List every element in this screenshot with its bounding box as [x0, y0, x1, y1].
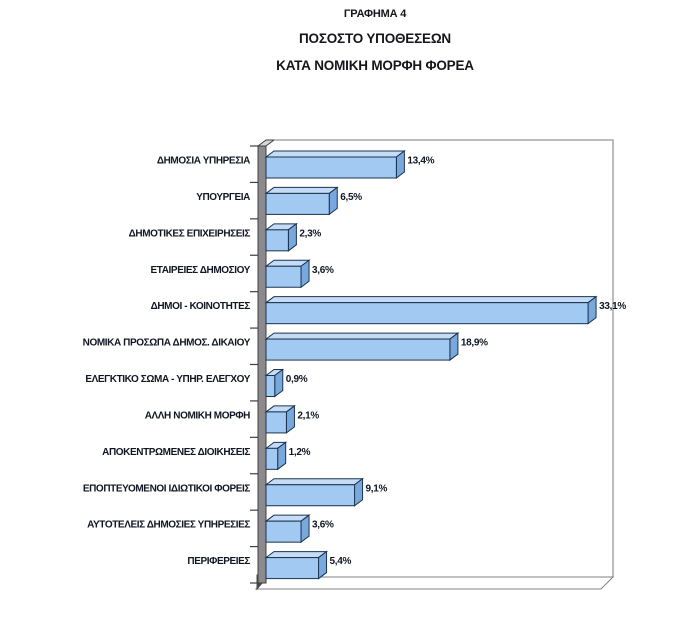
category-label: ΑΠΟΚΕΝΤΡΩΜΕΝΕΣ ΔΙΟΙΚΗΣΕΙΣ [102, 447, 250, 458]
category-label: ΑΛΛΗ ΝΟΜΙΚΗ ΜΟΡΦΗ [145, 410, 250, 421]
value-label: 0,9% [286, 374, 308, 385]
bar-front-face [265, 338, 451, 361]
bar-front-face [265, 520, 302, 543]
bar-front-face [265, 447, 279, 470]
bar-top-face [264, 551, 329, 559]
value-label: 3,6% [312, 265, 334, 276]
bar-front-face [265, 411, 287, 434]
value-label: 5,4% [330, 556, 352, 567]
value-label: 3,6% [312, 520, 334, 531]
value-label: 2,3% [299, 228, 321, 239]
wall-top [256, 139, 276, 147]
value-label: 18,9% [461, 338, 488, 349]
category-label: ΑΥΤΟΤΕΛΕΙΣ ΔΗΜΟΣΙΕΣ ΥΠΗΡΕΣΙΕΣ [87, 520, 250, 531]
category-label: ΕΤΑΙΡΕΙΕΣ ΔΗΜΟΣΙΟΥ [151, 265, 251, 276]
axis-wall [257, 145, 267, 584]
value-label: 9,1% [366, 483, 388, 494]
bar-front-face [265, 229, 289, 252]
bar-front-face [265, 265, 302, 288]
value-label: 1,2% [289, 447, 311, 458]
category-label: ΠΕΡΙΦΕΡΕΙΕΣ [187, 556, 250, 567]
value-label: 13,4% [407, 156, 434, 167]
value-label: 2,1% [297, 410, 319, 421]
bar-top-face [264, 296, 598, 304]
chart-title-line-1: ΓΡΑΦΗΜΑ 4 [343, 8, 407, 20]
chart-title-line-3: ΚΑΤΑ ΝΟΜΙΚΗ ΜΟΡΦΗ ΦΟΡΕΑ [276, 58, 474, 73]
category-label: ΔΗΜΟΤΙΚΕΣ ΕΠΙΧΕΙΡΗΣΕΙΣ [129, 228, 251, 239]
chart-title-block: ΓΡΑΦΗΜΑ 4 ΠΟΣΟΣΤΟ ΥΠΟΘΕΣΕΩΝ ΚΑΤΑ ΝΟΜΙΚΗ … [70, 8, 680, 73]
category-label: ΕΠΟΠΤΕΥΟΜΕΝΟΙ ΙΔΙΩΤΙΚΟΙ ΦΟΡΕΙΣ [83, 483, 251, 494]
bar-top-face [264, 332, 460, 340]
chart-title-line-2: ΠΟΣΟΣΤΟ ΥΠΟΘΕΣΕΩΝ [298, 31, 451, 46]
category-label: ΔΗΜΟΣΙΑ ΥΠΗΡΕΣΙΑ [157, 156, 250, 167]
bar-top-face [264, 186, 339, 194]
bar-top-face [264, 150, 406, 158]
bar-top-face [264, 478, 365, 486]
category-label: ΔΗΜΟΙ - ΚΟΙΝΟΤΗΤΕΣ [151, 301, 251, 312]
bar-front-face [265, 484, 356, 507]
bar-front-face [265, 375, 276, 397]
bar-front-face [265, 156, 397, 179]
category-label: ΕΛΕΓΚΤΙΚΟ ΣΩΜΑ - ΥΠΗΡ. ΕΛΕΓΧΟΥ [85, 374, 250, 385]
bar-front-face [265, 302, 589, 325]
value-label: 6,5% [340, 192, 362, 203]
category-label: ΥΠΟΥΡΓΕΙΑ [196, 192, 250, 203]
value-label: 33,1% [599, 301, 626, 312]
category-label: ΝΟΜΙΚΑ ΠΡΟΣΩΠΑ ΔΗΜΟΣ. ΔΙΚΑΙΟΥ [83, 338, 251, 349]
plot-frame [274, 139, 614, 577]
bar-front-face [265, 557, 320, 580]
bar-front-face [265, 192, 330, 215]
